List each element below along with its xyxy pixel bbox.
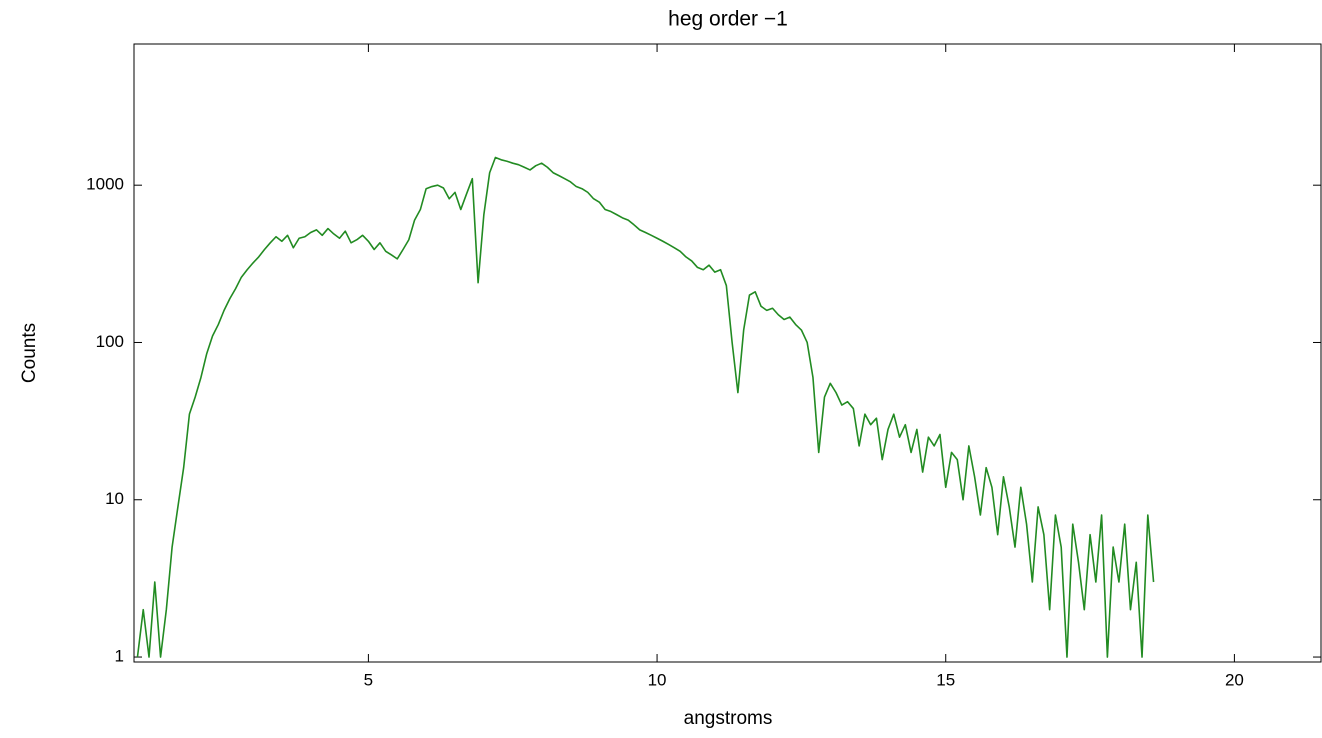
- x-tick-label: 20: [1225, 670, 1244, 689]
- plot-frame: [133, 43, 1322, 663]
- y-axis-label: Counts: [19, 323, 40, 383]
- x-tick-label: 15: [936, 670, 955, 689]
- spectrum-line: [136, 156, 1155, 658]
- y-tick-label: 1000: [86, 175, 124, 194]
- x-axis-label: angstroms: [684, 708, 773, 729]
- x-tick-label: 5: [364, 670, 373, 689]
- chart-title: heg order −1: [668, 8, 788, 31]
- y-tick-label: 100: [96, 332, 124, 351]
- x-tick-label: 10: [648, 670, 667, 689]
- y-tick-label: 10: [105, 489, 124, 508]
- y-tick-label: 1: [115, 647, 124, 666]
